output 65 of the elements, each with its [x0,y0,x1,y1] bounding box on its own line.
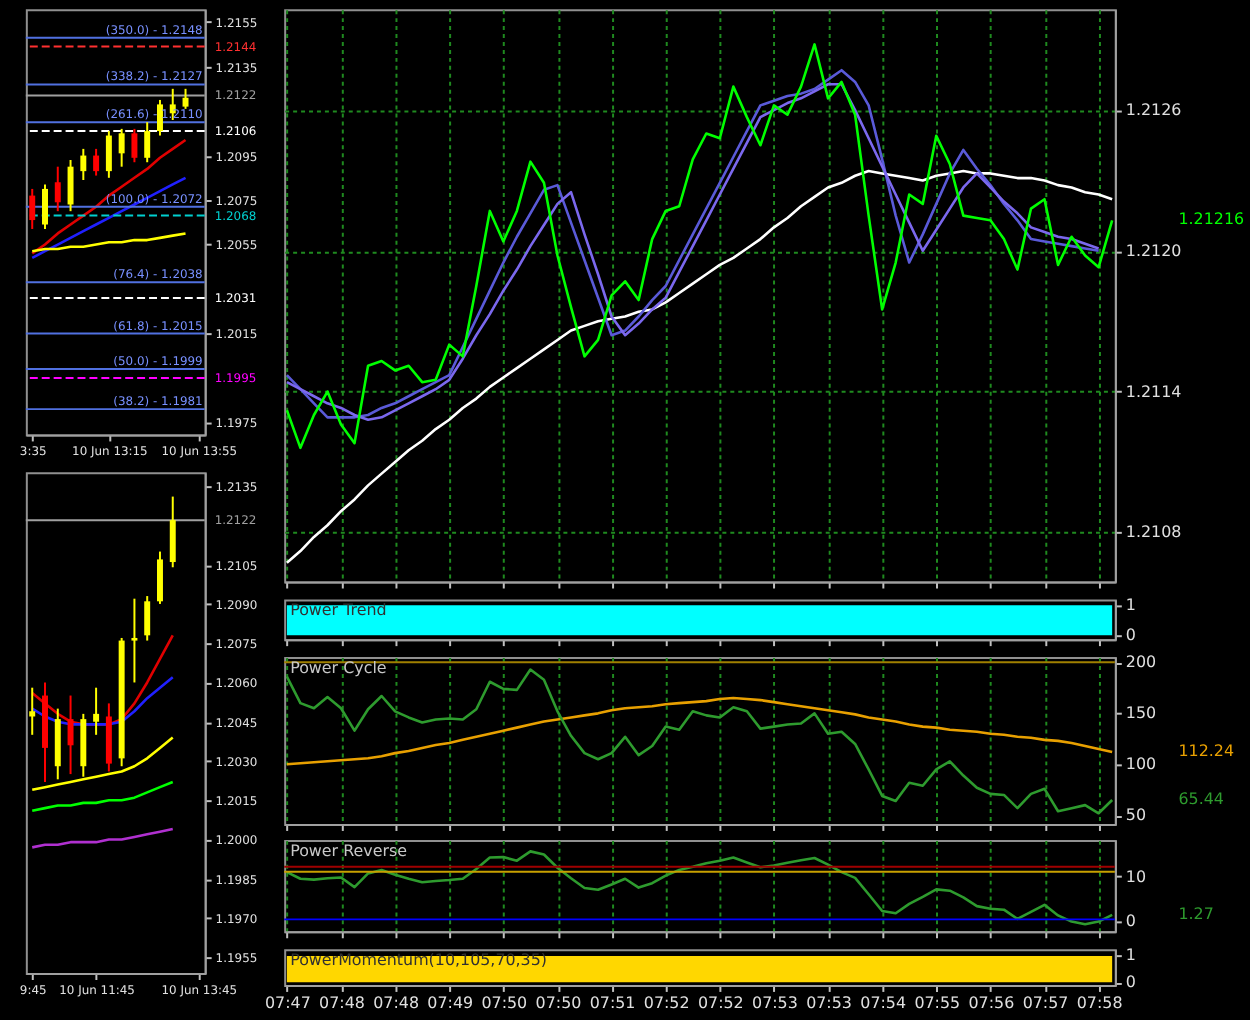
candlestick [144,121,151,164]
y-tick-label: 0 [1125,911,1136,930]
text: 65.44 [1178,790,1224,808]
x-tick-label: 07:50 [481,993,528,1012]
x-tick-label: 07:49 [427,993,474,1012]
y-tick-label: 1 [1125,945,1136,964]
candlestick [157,550,163,605]
x-tick-label: 07:47 [265,993,311,1012]
text: 112.24 [1178,742,1235,761]
candlestick [80,147,87,182]
text: 1.21216 [1178,210,1245,229]
line-series [285,696,1114,766]
candlestick [93,147,100,177]
line-series [30,232,187,253]
chart-title: PowerMomentum(10,105,70,35) [290,951,548,970]
y-tick-label: 1.2108 [1125,523,1182,542]
candlestick [118,127,125,168]
y-tick-label: 150 [1125,704,1157,723]
candlestick [54,165,61,213]
candlestick [169,495,176,569]
x-tick-label: 07:58 [1076,993,1123,1012]
x-tick-label: 07:48 [373,993,419,1012]
y-tick-label: 1.2120 [1125,241,1182,260]
candlestick [105,130,112,179]
x-tick-label: 07:55 [914,993,961,1012]
x-tick-label: 07:48 [319,993,365,1012]
candlestick [29,686,36,736]
x-tick-label: 07:57 [1022,993,1069,1012]
candlestick [131,597,138,684]
x-tick-label: 07:53 [752,993,798,1012]
y-tick-label: 100 [1125,755,1157,774]
x-tick-label: 07:50 [535,993,582,1012]
x-tick-label: 07:56 [968,993,1015,1012]
candlestick [29,187,36,230]
candlestick [67,694,74,776]
y-tick-label: 1 [1125,596,1136,615]
candlestick [54,707,61,781]
chart-title: Power Reverse [290,841,408,860]
candlestick [157,98,163,137]
y-tick-label: 1.2126 [1125,101,1182,120]
x-tick-label: 07:52 [643,993,690,1012]
candlestick [105,702,112,773]
candlestick [67,159,74,213]
x-tick-label: 07:54 [860,993,907,1012]
line-series [30,827,175,849]
chart-title: Power Cycle [290,658,387,677]
x-tick-label: 07:51 [589,993,636,1012]
x-tick-label: 07:52 [697,993,744,1012]
line-series [285,43,1114,450]
y-tick-label: 1.2114 [1125,382,1182,401]
y-tick-label: 0 [1125,973,1136,992]
candlestick [144,595,151,642]
candlestick [42,183,48,230]
text: 1.27 [1178,904,1214,923]
candlestick [182,87,189,110]
line-series [285,169,1114,565]
candlestick [131,127,138,164]
y-tick-label: 200 [1125,653,1157,672]
candlestick [93,686,100,736]
y-tick-label: 50 [1125,806,1147,825]
chart-title: Power Trend [290,601,387,620]
line-series [30,780,175,813]
y-tick-label: 0 [1125,626,1136,645]
x-tick-label: 07:53 [806,993,852,1012]
y-tick-label: 10 [1125,867,1147,886]
